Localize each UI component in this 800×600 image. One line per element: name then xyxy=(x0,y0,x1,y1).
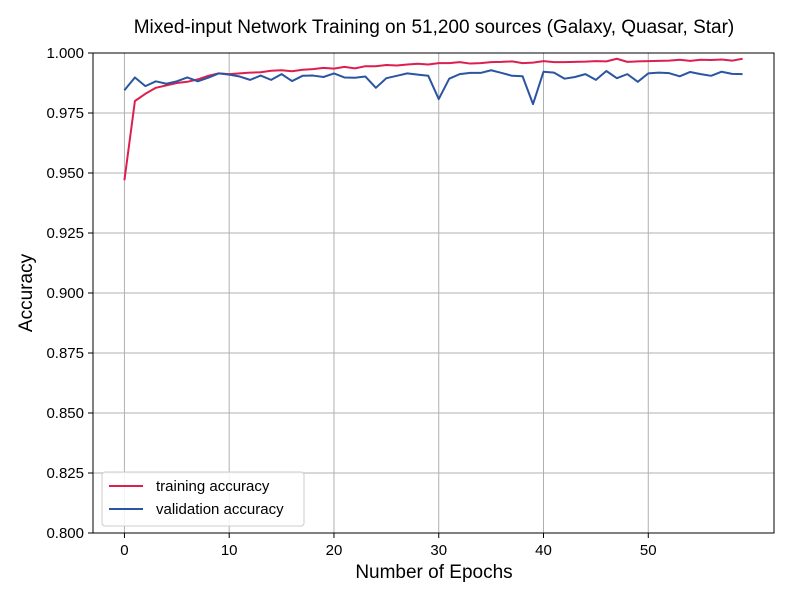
legend: training accuracy validation accuracy xyxy=(101,471,305,527)
chart-title: Mixed-input Network Training on 51,200 s… xyxy=(134,17,735,38)
validation-accuracy-line xyxy=(123,69,743,106)
x-axis-label: Number of Epochs xyxy=(355,562,512,583)
y-tick-label: 1.000 xyxy=(46,45,84,62)
y-tick-label: 0.975 xyxy=(46,105,84,122)
training-accuracy-line xyxy=(123,57,743,181)
ticks: 0 10 20 30 40 50 0.800 0.825 0.850 0.875 0.900 0.92… xyxy=(46,45,656,559)
x-tick-label: 10 xyxy=(221,542,238,559)
legend-label-training: training accuracy xyxy=(156,478,270,495)
grid xyxy=(93,52,774,534)
y-tick-label: 0.925 xyxy=(46,225,84,242)
x-tick-label: 30 xyxy=(430,542,447,559)
y-axis-label: Accuracy xyxy=(16,253,37,332)
y-tick-label: 0.875 xyxy=(46,345,84,362)
y-tick-label: 0.950 xyxy=(46,165,84,182)
legend-label-validation: validation accuracy xyxy=(156,501,284,518)
y-tick-label: 0.800 xyxy=(46,525,84,542)
x-tick-label: 40 xyxy=(535,542,552,559)
y-tick-label: 0.900 xyxy=(46,285,84,302)
y-tick-label: 0.850 xyxy=(46,405,84,422)
x-tick-label: 20 xyxy=(326,542,343,559)
x-tick-label: 0 xyxy=(120,542,128,559)
series-layer xyxy=(123,57,743,181)
y-tick-label: 0.825 xyxy=(46,465,84,482)
legend-box xyxy=(101,471,305,527)
x-tick-label: 50 xyxy=(640,542,657,559)
